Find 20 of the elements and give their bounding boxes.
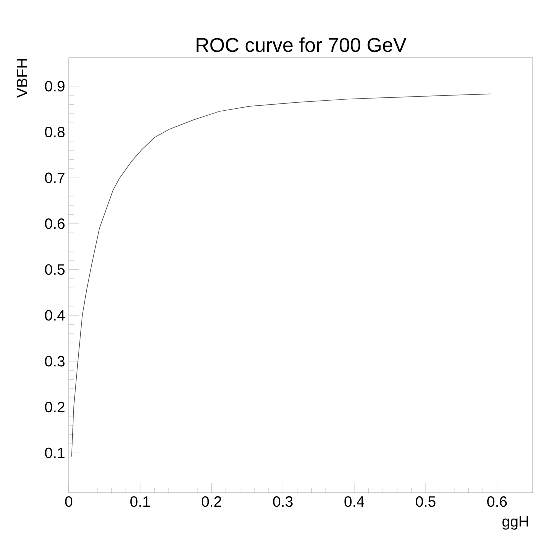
x-tick-label: 0 xyxy=(65,496,73,508)
chart-title: ROC curve for 700 GeV xyxy=(196,38,407,52)
x-tick-label: 0.4 xyxy=(344,496,364,508)
y-tick-label: 0.4 xyxy=(45,310,66,321)
y-tick-label: 0.9 xyxy=(45,81,65,92)
x-tick-label: 0.5 xyxy=(416,496,436,508)
y-tick-label: 0.1 xyxy=(45,448,65,458)
y-tick-label: 0.8 xyxy=(45,126,65,138)
y-tick-label: 0.6 xyxy=(45,218,65,230)
y-tick-label: 0.3 xyxy=(45,356,65,367)
y-tick-label: 0.7 xyxy=(45,172,65,184)
x-tick-label: 0.3 xyxy=(273,496,293,508)
line-series xyxy=(72,94,492,458)
x-axis-title: ggH xyxy=(502,516,528,530)
x-tick-label: 0.2 xyxy=(202,496,222,508)
y-tick-label: 0.2 xyxy=(45,402,65,413)
x-tick-label: 0.6 xyxy=(488,496,508,508)
y-tick-label: 0.5 xyxy=(45,264,65,276)
y-axis-title: VBFH xyxy=(17,59,28,98)
x-tick-label: 0.1 xyxy=(130,496,150,508)
